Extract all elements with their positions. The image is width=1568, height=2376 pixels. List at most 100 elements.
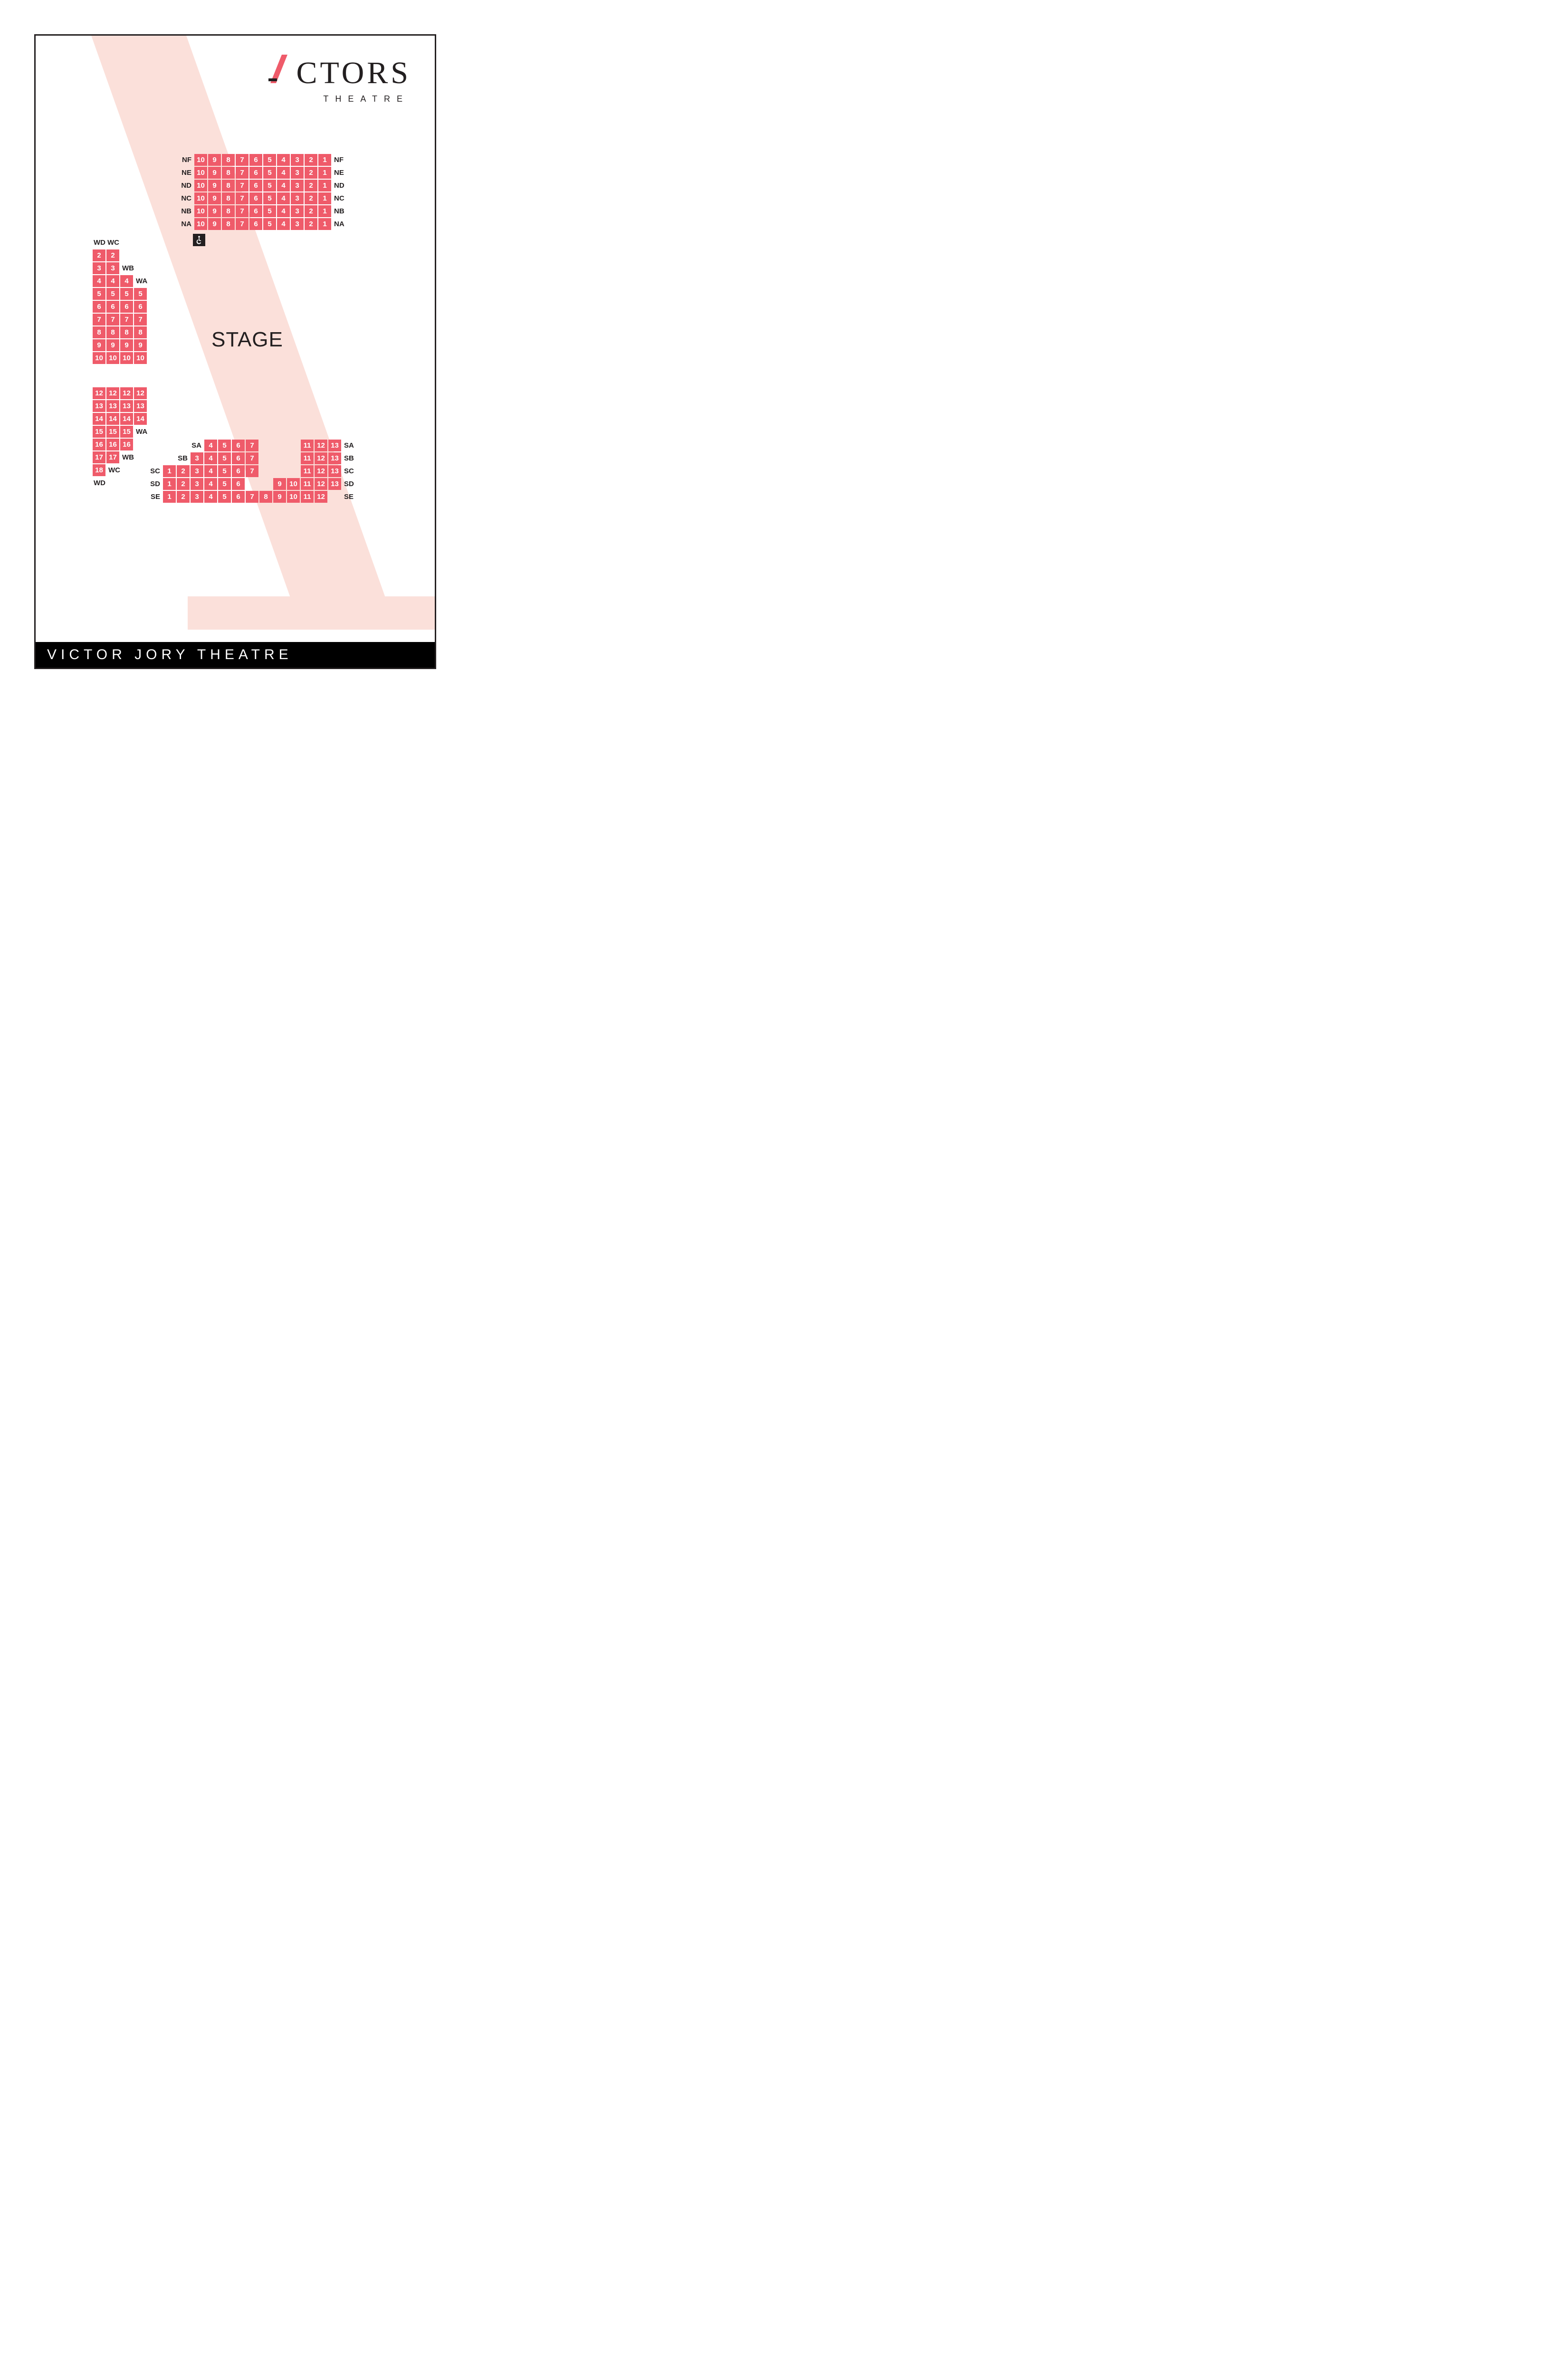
seat[interactable]: 10 <box>194 218 207 230</box>
seat[interactable]: 11 <box>301 478 314 490</box>
seat[interactable]: 4 <box>204 478 217 490</box>
seat[interactable]: 9 <box>120 339 133 351</box>
seat[interactable]: 10 <box>194 205 207 217</box>
seat[interactable]: 1 <box>318 180 331 192</box>
seat[interactable]: 9 <box>208 154 221 166</box>
seat[interactable]: 4 <box>204 440 217 451</box>
seat[interactable]: 7 <box>236 205 249 217</box>
seat[interactable]: 12 <box>93 387 105 399</box>
seat[interactable]: 1 <box>318 154 331 166</box>
seat[interactable]: 18 <box>93 464 105 476</box>
seat[interactable]: 4 <box>277 180 290 192</box>
seat[interactable]: 5 <box>218 440 231 451</box>
seat[interactable]: 11 <box>301 491 314 503</box>
seat[interactable]: 6 <box>232 465 245 477</box>
seat[interactable]: 7 <box>134 314 147 326</box>
seat[interactable]: 13 <box>328 478 341 490</box>
seat[interactable]: 12 <box>315 478 327 490</box>
seat[interactable]: 2 <box>177 465 190 477</box>
seat[interactable]: 4 <box>204 465 217 477</box>
seat[interactable]: 1 <box>163 478 176 490</box>
seat[interactable]: 7 <box>246 440 258 451</box>
seat[interactable]: 5 <box>218 452 231 464</box>
seat[interactable]: 9 <box>208 218 221 230</box>
seat[interactable]: 6 <box>249 180 262 192</box>
seat[interactable]: 4 <box>277 192 290 204</box>
seat[interactable]: 13 <box>120 400 133 412</box>
seat[interactable]: 6 <box>120 301 133 313</box>
seat[interactable]: 7 <box>246 465 258 477</box>
seat[interactable]: 1 <box>318 218 331 230</box>
seat[interactable]: 2 <box>93 249 105 261</box>
seat[interactable]: 3 <box>291 154 304 166</box>
seat[interactable]: 10 <box>106 352 119 364</box>
seat[interactable]: 13 <box>93 400 105 412</box>
seat[interactable]: 7 <box>120 314 133 326</box>
seat[interactable]: 9 <box>273 478 286 490</box>
seat[interactable]: 3 <box>191 491 203 503</box>
seat[interactable]: 12 <box>106 387 119 399</box>
seat[interactable]: 5 <box>218 491 231 503</box>
seat[interactable]: 12 <box>315 452 327 464</box>
seat[interactable]: 5 <box>218 478 231 490</box>
seat[interactable]: 13 <box>328 465 341 477</box>
seat[interactable]: 5 <box>263 167 276 179</box>
seat[interactable]: 8 <box>222 180 235 192</box>
seat[interactable]: 4 <box>277 154 290 166</box>
seat[interactable]: 7 <box>246 452 258 464</box>
seat[interactable]: 6 <box>249 167 262 179</box>
seat[interactable]: 9 <box>93 339 105 351</box>
seat[interactable]: 11 <box>301 440 314 451</box>
seat[interactable]: 13 <box>328 452 341 464</box>
seat[interactable]: 10 <box>93 352 105 364</box>
seat[interactable]: 6 <box>232 491 245 503</box>
seat[interactable]: 8 <box>222 192 235 204</box>
seat[interactable]: 3 <box>191 465 203 477</box>
seat[interactable]: 2 <box>177 491 190 503</box>
seat[interactable]: 5 <box>134 288 147 300</box>
seat[interactable]: 8 <box>134 326 147 338</box>
seat[interactable]: 11 <box>301 465 314 477</box>
seat[interactable]: 10 <box>120 352 133 364</box>
seat[interactable]: 7 <box>236 180 249 192</box>
seat[interactable]: 9 <box>208 192 221 204</box>
seat[interactable]: 10 <box>134 352 147 364</box>
seat[interactable]: 10 <box>194 192 207 204</box>
seat[interactable]: 6 <box>232 478 245 490</box>
seat[interactable]: 6 <box>249 154 262 166</box>
seat[interactable]: 3 <box>291 205 304 217</box>
seat[interactable]: 3 <box>191 478 203 490</box>
seat[interactable]: 9 <box>208 167 221 179</box>
seat[interactable]: 10 <box>287 491 300 503</box>
seat[interactable]: 3 <box>93 262 105 274</box>
seat[interactable]: 4 <box>204 452 217 464</box>
seat[interactable]: 5 <box>263 180 276 192</box>
seat[interactable]: 4 <box>277 167 290 179</box>
seat[interactable]: 9 <box>134 339 147 351</box>
seat[interactable]: 10 <box>194 154 207 166</box>
seat[interactable]: 1 <box>163 491 176 503</box>
seat[interactable]: 7 <box>246 491 258 503</box>
seat[interactable]: 3 <box>291 167 304 179</box>
seat[interactable]: 4 <box>277 205 290 217</box>
seat[interactable]: 7 <box>93 314 105 326</box>
seat[interactable]: 5 <box>93 288 105 300</box>
seat[interactable]: 6 <box>232 440 245 451</box>
seat[interactable]: 1 <box>318 192 331 204</box>
seat[interactable]: 3 <box>291 192 304 204</box>
seat[interactable]: 12 <box>315 440 327 451</box>
seat[interactable]: 1 <box>163 465 176 477</box>
seat[interactable]: 1 <box>318 205 331 217</box>
seat[interactable]: 3 <box>291 180 304 192</box>
seat[interactable]: 7 <box>236 192 249 204</box>
seat[interactable]: 13 <box>328 440 341 451</box>
seat[interactable]: 8 <box>259 491 272 503</box>
seat[interactable]: 12 <box>315 491 327 503</box>
seat[interactable]: 5 <box>263 205 276 217</box>
seat[interactable]: 8 <box>222 205 235 217</box>
seat[interactable]: 8 <box>222 218 235 230</box>
seat[interactable]: 16 <box>120 439 133 450</box>
seat[interactable]: 7 <box>106 314 119 326</box>
seat[interactable]: 6 <box>134 301 147 313</box>
seat[interactable]: 17 <box>106 451 119 463</box>
